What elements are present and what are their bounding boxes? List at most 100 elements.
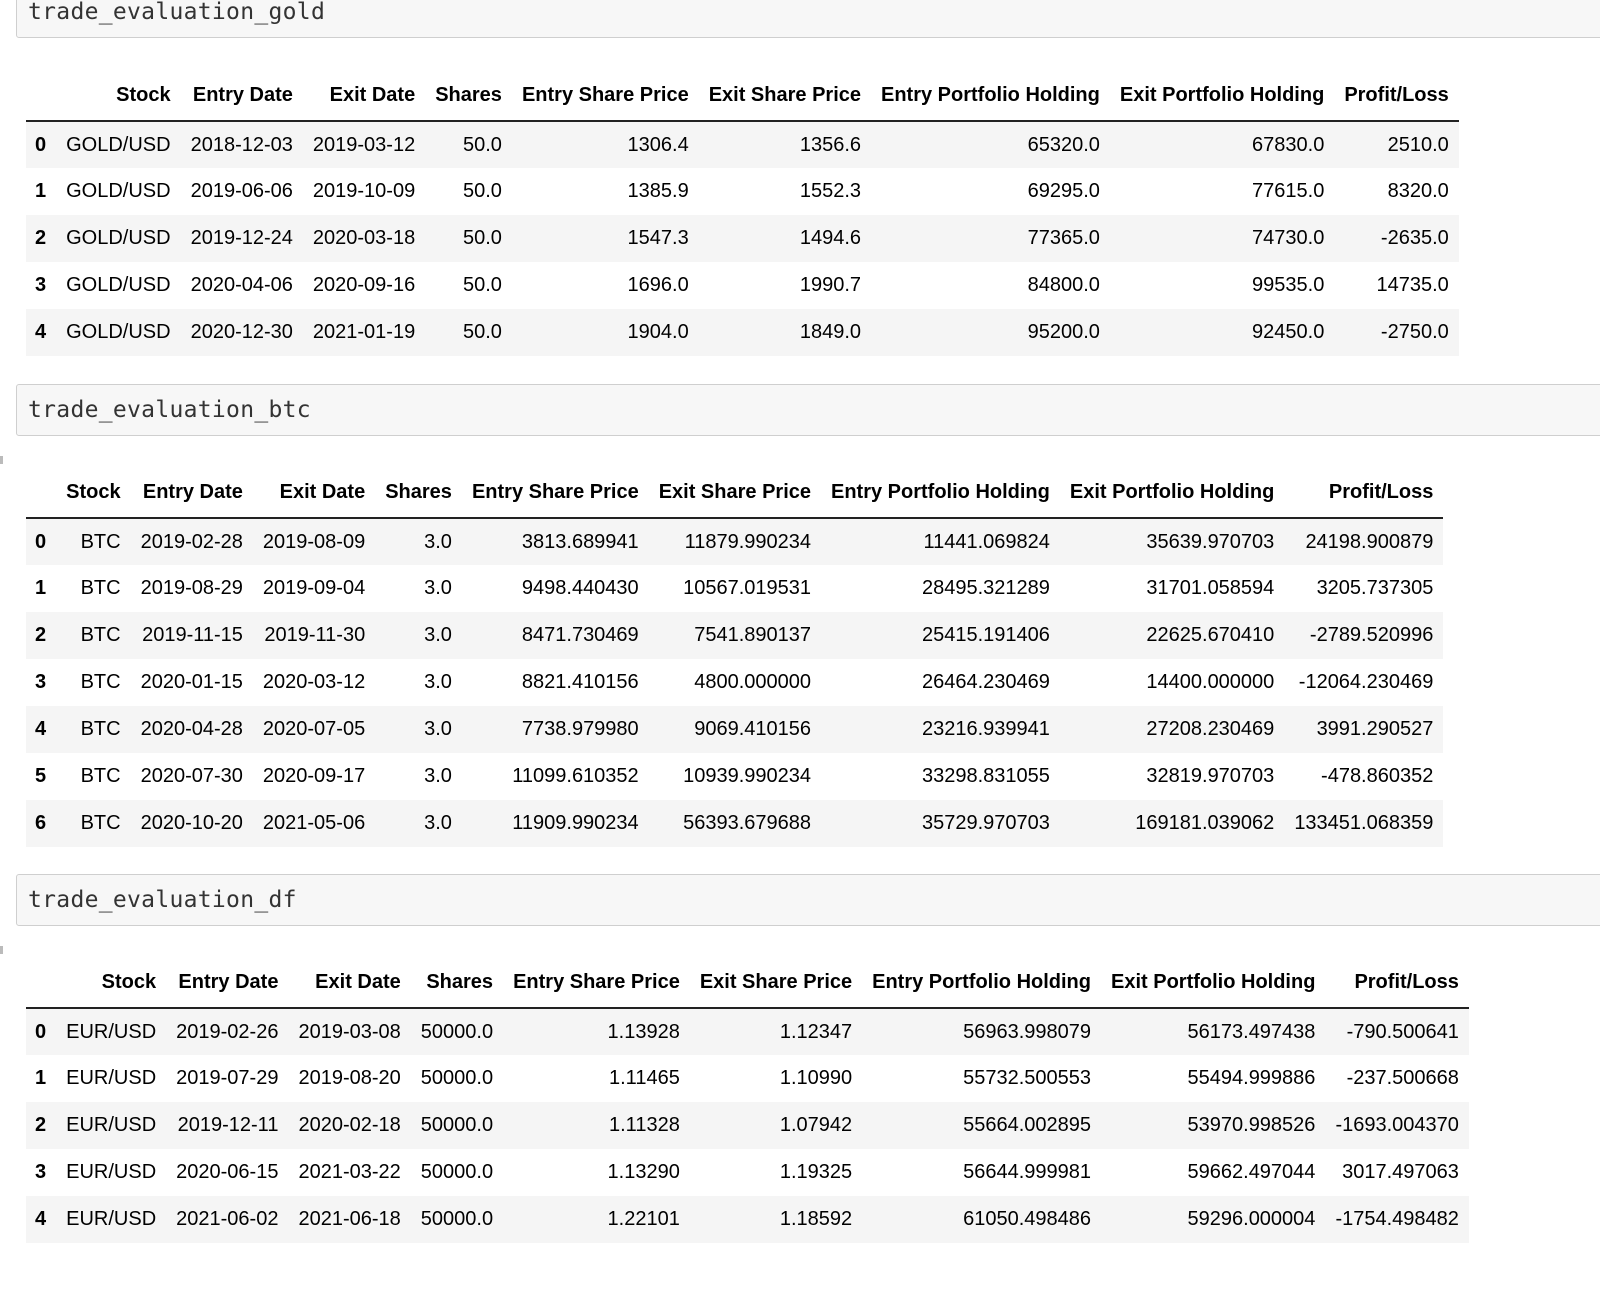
table-cell: 1.11465 [609, 1067, 680, 1089]
table-cell: 2019-03-08 [298, 1020, 401, 1043]
table-cell: 169181.039062 [1135, 812, 1275, 834]
table-cell: 2020-12-30 [190, 321, 293, 343]
table-cell: 7738.979980 [521, 718, 639, 740]
table-cell: 28495.321289 [921, 577, 1050, 599]
table-cell: -790.500641 [1346, 1020, 1459, 1043]
table-cell: 2019-03-12 [312, 133, 416, 156]
table-cell: GOLD/USD [66, 227, 171, 249]
table-cell: 77365.0 [1027, 227, 1100, 249]
table-cell: 1552.3 [799, 180, 861, 202]
table-cell: 4800.000000 [694, 671, 811, 693]
code-cell-btc[interactable]: trade_evaluation_btc [16, 384, 1600, 436]
dataframe-gold: Stock Entry Date Exit Date Shares Entry Shar… [26, 70, 1459, 356]
dataframe-btc: Stock Entry Date Exit Date Shares Entry Shar… [26, 467, 1444, 847]
table-cell: 67830.0 [1252, 133, 1325, 156]
column-header: Shares [410, 957, 504, 1009]
code-text: trade_evaluation_btc [28, 397, 311, 423]
table-cell: 99535.0 [1252, 274, 1325, 296]
index-header [26, 70, 57, 122]
table-cell: 33298.831055 [921, 765, 1050, 787]
table-cell: 2021-05-06 [262, 812, 366, 834]
table-cell: 2020-03-12 [262, 671, 366, 693]
row-index: 2 [35, 624, 47, 646]
column-header: Entry Date [166, 957, 289, 1009]
table-cell: 9069.410156 [694, 718, 811, 740]
table-cell: 1.13928 [607, 1020, 680, 1043]
row-index: 4 [35, 321, 47, 343]
table-cell: 84800.0 [1027, 274, 1100, 296]
table-cell: 14400.000000 [1146, 671, 1275, 693]
code-text: trade_evaluation_gold [28, 0, 326, 25]
table-cell: 50000.0 [420, 1114, 494, 1136]
row-index: 1 [35, 180, 47, 202]
table-cell: BTC [80, 624, 121, 646]
table-cell: 55494.999886 [1187, 1067, 1316, 1089]
gutter-marker [0, 946, 3, 954]
table-cell: 11099.610352 [512, 765, 639, 787]
table-cell: 56963.998079 [963, 1020, 1091, 1043]
column-header: Exit Share Price [698, 70, 871, 122]
index-header [26, 467, 57, 519]
table-cell: 1.22101 [607, 1208, 680, 1230]
row-index: 4 [35, 718, 47, 740]
table-cell: 2019-09-04 [262, 577, 366, 599]
table-cell: GOLD/USD [66, 321, 171, 343]
table-cell: 3813.689941 [521, 530, 639, 553]
table-cell: 2019-11-30 [264, 624, 366, 646]
column-header: Profit/Loss [1284, 467, 1444, 519]
table-cell: 50000.0 [420, 1208, 494, 1230]
table-cell: 2019-08-09 [262, 530, 366, 553]
code-cell-gold[interactable]: trade_evaluation_gold [16, 0, 1600, 38]
table-cell: 2021-06-18 [298, 1208, 401, 1230]
table-cell: -237.500668 [1346, 1067, 1459, 1089]
table-cell: 2020-01-15 [140, 671, 243, 693]
table-cell: 32819.970703 [1146, 765, 1275, 787]
table-cell: 3017.497063 [1342, 1161, 1459, 1183]
table-cell: 50000.0 [420, 1020, 494, 1043]
column-header: Entry Portfolio Holding [862, 957, 1101, 1009]
table-cell: 2019-12-24 [190, 227, 293, 249]
table-cell: GOLD/USD [66, 180, 171, 202]
table-cell: -478.860352 [1321, 765, 1434, 787]
table-cell: 50.0 [463, 227, 502, 249]
table-cell: 2019-06-06 [190, 180, 293, 202]
row-index: 0 [35, 530, 47, 553]
table-cell: 77615.0 [1252, 180, 1325, 202]
table-cell: 2020-06-15 [176, 1161, 279, 1183]
table-cell: 2019-08-29 [140, 577, 243, 599]
table-cell: 11879.990234 [684, 530, 811, 553]
table-cell: 31701.058594 [1146, 577, 1275, 599]
table-row: 5 BTC 2020-07-30 2020-09-17 3.0 11099.610352 1… [26, 753, 1444, 800]
table-cell: 1.13290 [607, 1161, 680, 1183]
code-cell-df[interactable]: trade_evaluation_df [16, 874, 1600, 926]
table-cell: 11441.069824 [923, 530, 1050, 553]
table-cell: 23216.939941 [921, 718, 1050, 740]
table-cell: EUR/USD [66, 1020, 157, 1043]
table-cell: 2021-06-02 [176, 1208, 279, 1230]
column-header: Stock [56, 70, 181, 122]
table-cell: BTC [80, 577, 121, 599]
table-cell: EUR/USD [66, 1208, 157, 1230]
table-cell: 10939.990234 [683, 765, 811, 787]
table-cell: 2020-04-06 [190, 274, 293, 296]
table-cell: 11909.990234 [512, 812, 639, 834]
table-cell: BTC [80, 812, 121, 834]
table-cell: 22625.670410 [1146, 624, 1275, 646]
table-header-row: Stock Entry Date Exit Date Shares Entry Shar… [26, 957, 1469, 1009]
table-cell: 1.11328 [609, 1114, 680, 1136]
table-cell: 2019-02-28 [140, 530, 243, 553]
column-header: Exit Portfolio Holding [1109, 70, 1335, 122]
table-cell: 3.0 [424, 671, 452, 693]
table-row: 3 EUR/USD 2020-06-15 2021-03-22 50000.0 1.132… [26, 1149, 1469, 1196]
table-cell: 3991.290527 [1316, 718, 1434, 740]
table-cell: 3.0 [424, 718, 452, 740]
table-cell: 65320.0 [1027, 133, 1100, 156]
column-header: Profit/Loss [1334, 70, 1459, 122]
table-cell: 59662.497044 [1187, 1161, 1316, 1183]
table-cell: 27208.230469 [1146, 718, 1275, 740]
table-cell: 35639.970703 [1146, 530, 1275, 553]
row-index: 1 [35, 577, 47, 599]
table-row: 1 GOLD/USD 2019-06-06 2019-10-09 50.0 1385.9 1… [26, 168, 1459, 215]
table-header-row: Stock Entry Date Exit Date Shares Entry Shar… [26, 467, 1444, 519]
column-header: Entry Date [180, 70, 303, 122]
